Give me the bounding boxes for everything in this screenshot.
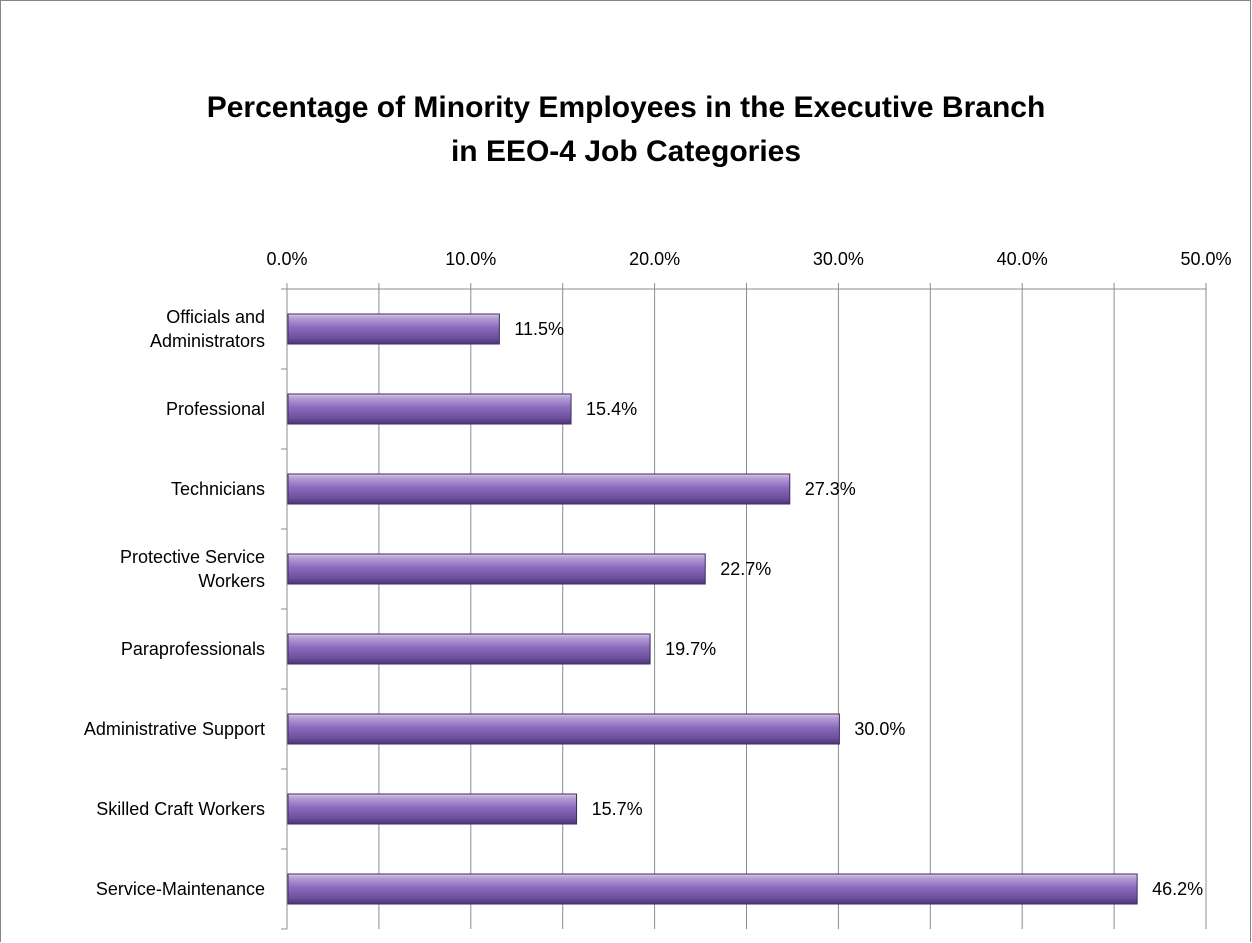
category-label: Officials and [166,307,265,327]
x-tick-label: 50.0% [1180,249,1231,269]
data-label: 22.7% [720,559,771,579]
bar [287,713,840,745]
chart-title-line-2: in EEO-4 Job Categories [450,135,802,168]
category-label: Protective Service [120,547,265,567]
data-label: 11.5% [514,319,564,339]
bar [287,793,578,825]
data-label: 15.4% [586,399,637,419]
category-label: Administrative Support [84,719,265,739]
data-label: 15.7% [592,799,643,819]
bar [287,553,706,585]
category-label: Workers [198,571,265,591]
bar [287,633,651,665]
x-tick-label: 40.0% [997,249,1048,269]
gridlines [286,289,1207,929]
category-label: Skilled Craft Workers [96,799,265,819]
category-label: Technicians [171,479,265,499]
data-label: 27.3% [805,479,856,499]
x-tick-label: 20.0% [629,249,680,269]
bar [287,473,791,505]
x-tick-label: 30.0% [813,249,864,269]
bar [287,873,1138,905]
labels: 0.0% 10.0% 20.0% 30.0% 40.0% 50.0% 11.5% Offici… [84,249,1232,899]
data-label: 46.2% [1152,879,1203,899]
chart-title: Percentage of Minority Employees in the … [0,86,1252,174]
x-tick-label: 0.0% [266,249,307,269]
category-label: Service-Maintenance [96,879,265,899]
x-tick-label: 10.0% [445,249,496,269]
bar [287,313,500,345]
category-label: Paraprofessionals [121,639,265,659]
data-label: 19.7% [665,639,716,659]
category-label: Administrators [150,331,265,351]
bars [287,313,1138,905]
axes [281,283,1207,930]
data-label: 30.0% [854,719,905,739]
category-label: Professional [166,399,265,419]
bar [287,393,572,425]
chart-title-line-1: Percentage of Minority Employees in the … [206,91,1046,124]
